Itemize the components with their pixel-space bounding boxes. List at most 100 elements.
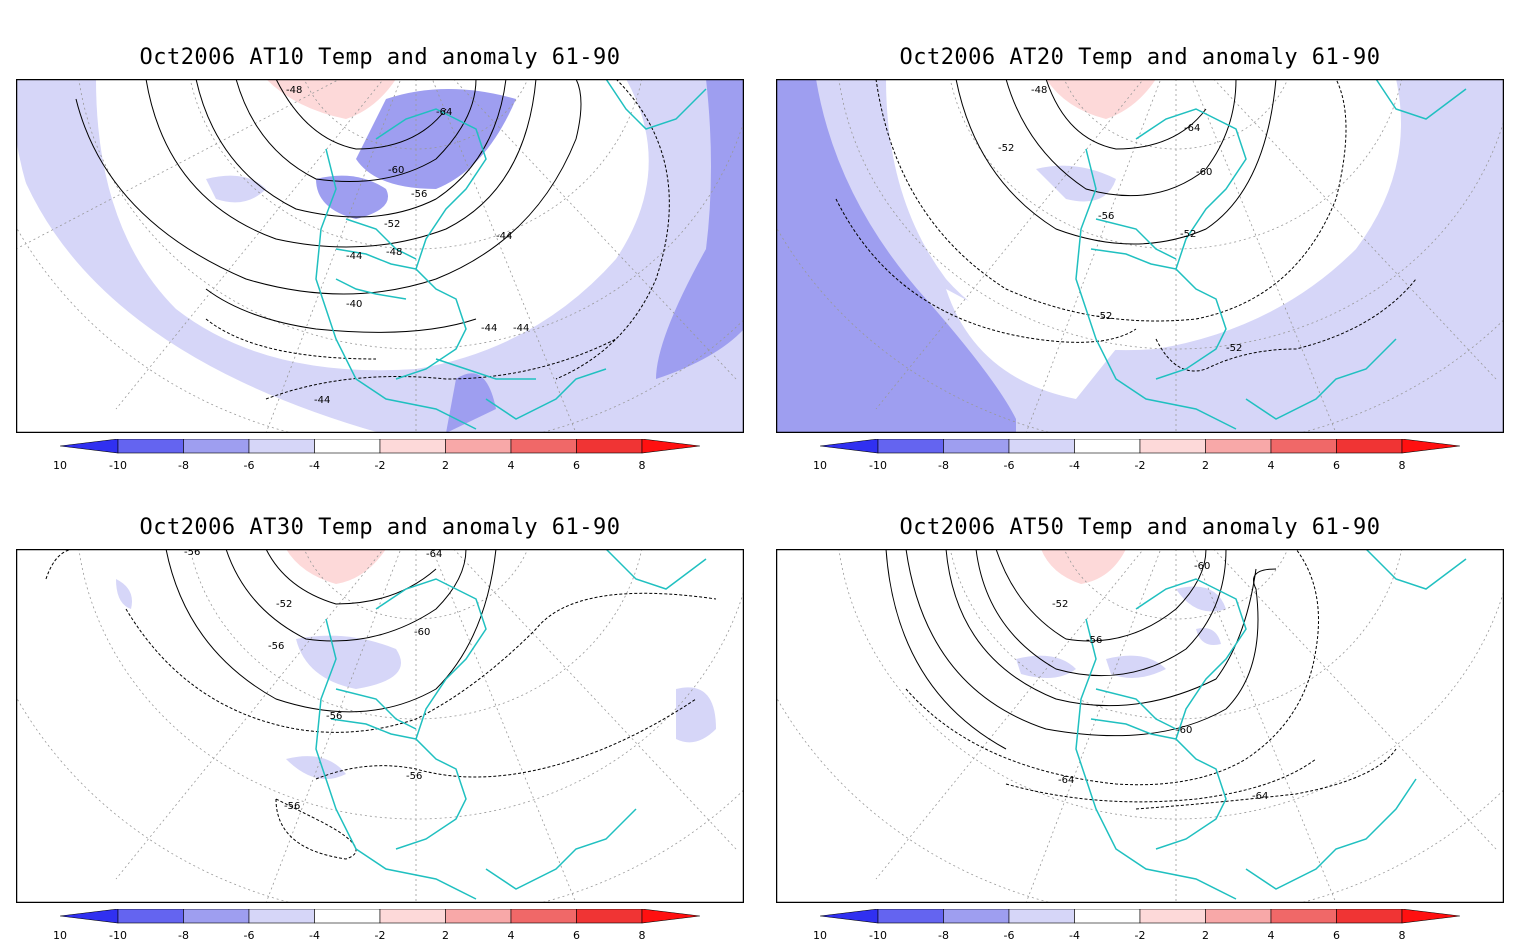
colorbar-swatch (1205, 908, 1272, 924)
coastlines (315, 549, 707, 900)
colorbar-label: 8 (1398, 929, 1406, 942)
colorbar-swatch (1008, 908, 1075, 924)
map-frame (16, 79, 744, 433)
contour-label: -52 (1096, 311, 1112, 322)
colorbar-label: 2 (442, 459, 449, 472)
colorbar-label: 8 (638, 929, 646, 942)
anomaly-region-neutral (96, 79, 649, 371)
contour-label: -48 (386, 247, 402, 258)
colorbar-label: -6 (1003, 459, 1015, 472)
contour-label: -52 (998, 143, 1014, 154)
colorbar-swatch (445, 438, 512, 454)
colorbar-label: 10 (813, 459, 827, 472)
temperature-contours (45, 549, 717, 860)
contour-label: -56 (406, 771, 422, 782)
colorbar-label: 10 (813, 929, 827, 942)
colorbar-swatch (943, 908, 1010, 924)
colorbar-swatch (248, 908, 315, 924)
colorbar-swatch (183, 438, 250, 454)
colorbar-swatch (183, 908, 250, 924)
colorbar-arrow-low (819, 908, 879, 924)
contour-label: -60 (1196, 167, 1212, 178)
panel-title-at50: Oct2006 AT50 Temp and anomaly 61-90 (899, 515, 1381, 540)
colorbar-label: -6 (243, 929, 255, 942)
colorbar-swatch (1205, 438, 1272, 454)
anomaly-region-negative-weak (1106, 655, 1166, 678)
colorbar-label: -4 (309, 459, 320, 472)
colorbar-label: -2 (374, 459, 386, 472)
colorbar-label: 10 (53, 459, 67, 472)
colorbar-labels: -10 -8 -6 -4 -2 2 4 6 8 10 (813, 929, 1460, 943)
colorbar-arrow-low (59, 438, 119, 454)
colorbar-swatch (1139, 908, 1206, 924)
contour-label: -56 (184, 549, 200, 558)
colorbar-swatch (1336, 438, 1403, 454)
colorbar-swatch (576, 908, 643, 924)
contour-label: -64 (1184, 123, 1200, 134)
colorbar-swatch (1270, 908, 1337, 924)
map-panel-at50: -60 -52 -56 -60 -64 -64 (776, 549, 1504, 903)
colorbar-label: 6 (573, 929, 580, 942)
graticule (16, 79, 744, 433)
colorbar-label: 2 (1202, 929, 1209, 942)
contour-label: -44 (346, 251, 362, 262)
colorbar-swatch (117, 908, 184, 924)
colorbar-arrow-low (59, 908, 119, 924)
colorbar-swatch (1336, 908, 1403, 924)
contour-label: -56 (1086, 635, 1102, 646)
anomaly-region-neutral (946, 289, 1116, 399)
colorbar-label: -4 (1069, 459, 1080, 472)
colorbar-swatches (59, 908, 701, 924)
colorbar-swatch (510, 438, 577, 454)
map-panel-at20: -48 -52 -64 -60 -56 -52 -52 -52 (776, 79, 1504, 433)
colorbar-swatches (819, 438, 1461, 454)
map-frame (16, 549, 744, 903)
contour-label: -48 (286, 85, 302, 96)
colorbar-label: 4 (1267, 929, 1275, 942)
anomaly-region-negative-mid (356, 89, 516, 189)
colorbar-arrow-low (819, 438, 879, 454)
colorbar-swatch (877, 438, 944, 454)
map-panel-at10: -48 -64 -60 -56 -52 -48 -44 -44 -40 -44 … (16, 79, 744, 433)
colorbar-swatch (379, 908, 446, 924)
contour-label: -52 (1226, 343, 1242, 354)
colorbar-labels: -10 -8 -6 -4 -2 2 4 6 8 10 (53, 459, 700, 473)
temperature-contours (835, 79, 1417, 372)
coastlines (1075, 79, 1467, 430)
colorbar-swatch (445, 908, 512, 924)
colorbar-swatch (1270, 438, 1337, 454)
anomaly-region-negative-weak (1036, 165, 1116, 202)
contour-label: -64 (426, 549, 442, 560)
colorbar-label: 6 (1333, 459, 1340, 472)
colorbar-label: 6 (573, 459, 580, 472)
colorbar-label: -8 (178, 459, 189, 472)
panel-title-at10: Oct2006 AT10 Temp and anomaly 61-90 (139, 45, 621, 70)
colorbar-swatch (379, 438, 446, 454)
colorbar-label: 4 (507, 459, 515, 472)
map-panel-at30: -56 -64 -52 -60 -56 -56 -56 -56 (16, 549, 744, 903)
colorbar-swatch (314, 908, 381, 924)
colorbar-label: -8 (938, 929, 949, 942)
colorbar-arrow-high (1401, 908, 1461, 924)
colorbar-swatch (248, 438, 315, 454)
colorbar-swatch (314, 438, 381, 454)
contour-label: -60 (1176, 725, 1192, 736)
colorbar-label: 4 (507, 929, 515, 942)
colorbar-label: -10 (109, 459, 127, 472)
colorbar-swatch (117, 438, 184, 454)
anomaly-region-positive-weak (1046, 79, 1156, 119)
colorbar-swatch (943, 438, 1010, 454)
colorbar-label: -6 (1003, 929, 1015, 942)
anomaly-region-positive-weak (266, 79, 396, 119)
colorbar-arrow-high (641, 438, 701, 454)
colorbar-swatch (1074, 438, 1141, 454)
graticule (776, 79, 1504, 433)
colorbar-label: -10 (109, 929, 127, 942)
colorbar-arrow-high (1401, 438, 1461, 454)
contour-label: -40 (346, 299, 362, 310)
anomaly-region-positive-weak (286, 549, 386, 584)
panel-title-at20: Oct2006 AT20 Temp and anomaly 61-90 (899, 45, 1381, 70)
colorbar-swatch (1008, 438, 1075, 454)
colorbar-label: -10 (869, 929, 887, 942)
anomaly-region-positive-weak (1041, 549, 1126, 584)
